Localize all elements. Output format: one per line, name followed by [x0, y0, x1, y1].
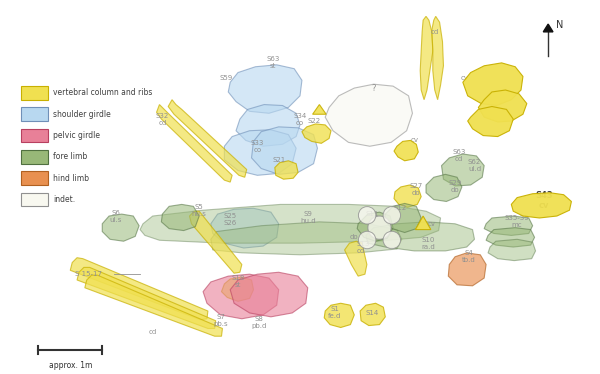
Polygon shape: [70, 258, 208, 320]
Text: S7
pb.s: S7 pb.s: [213, 314, 228, 327]
Bar: [21, 107, 48, 121]
Polygon shape: [224, 130, 296, 175]
Text: S25
S26: S25 S26: [224, 214, 237, 226]
Polygon shape: [344, 241, 367, 276]
Polygon shape: [302, 124, 331, 143]
Text: S32
cd: S32 cd: [156, 113, 169, 126]
Text: S34
co: S34 co: [293, 113, 307, 126]
Text: cd: cd: [431, 29, 439, 35]
Text: S10
ra.d: S10 ra.d: [421, 237, 435, 250]
Text: shoulder girdle: shoulder girdle: [53, 110, 110, 119]
Text: S29
do: S29 do: [448, 180, 462, 193]
Bar: [21, 129, 48, 142]
Bar: [21, 86, 48, 100]
Text: S63
cd: S63 cd: [452, 150, 466, 162]
Polygon shape: [211, 222, 402, 255]
Polygon shape: [157, 105, 232, 182]
Polygon shape: [168, 100, 247, 177]
Polygon shape: [448, 253, 486, 286]
Text: indet.: indet.: [53, 195, 75, 204]
Polygon shape: [190, 211, 242, 273]
Polygon shape: [275, 161, 298, 179]
Polygon shape: [85, 275, 223, 336]
Polygon shape: [484, 216, 533, 235]
Text: hind limb: hind limb: [53, 174, 89, 183]
Text: vertebral column and ribs: vertebral column and ribs: [53, 88, 152, 97]
Polygon shape: [203, 274, 278, 319]
Text: do: do: [350, 234, 359, 240]
Circle shape: [358, 231, 376, 249]
Bar: [21, 171, 48, 185]
Polygon shape: [211, 208, 278, 248]
Circle shape: [368, 216, 391, 239]
Polygon shape: [161, 205, 199, 230]
Text: S11: S11: [365, 211, 379, 217]
Text: S6
ul.s: S6 ul.s: [110, 209, 122, 223]
Text: ?: ?: [371, 83, 376, 93]
Polygon shape: [467, 107, 513, 137]
Polygon shape: [251, 127, 317, 174]
Polygon shape: [360, 303, 385, 325]
Polygon shape: [478, 90, 527, 122]
Text: S18
st: S18 st: [231, 275, 245, 288]
Text: S33
co: S33 co: [251, 140, 264, 153]
Text: S1
fe.d: S1 fe.d: [328, 306, 341, 319]
Polygon shape: [221, 277, 253, 301]
Polygon shape: [313, 105, 326, 114]
Text: S27
do: S27 do: [410, 183, 423, 196]
Text: S35-39
mc: S35-39 mc: [505, 215, 530, 229]
Bar: [21, 193, 48, 206]
Circle shape: [383, 231, 401, 249]
Text: S4
tb.d: S4 tb.d: [462, 250, 476, 263]
Polygon shape: [463, 63, 523, 105]
Text: approx. 1m: approx. 1m: [49, 361, 92, 370]
Text: cv: cv: [410, 137, 418, 143]
Text: S43
cv: S43 cv: [535, 191, 553, 210]
Polygon shape: [236, 105, 300, 146]
Circle shape: [358, 206, 376, 224]
Polygon shape: [228, 65, 302, 113]
Polygon shape: [394, 185, 421, 207]
Text: S59: S59: [220, 76, 233, 82]
Polygon shape: [543, 24, 553, 32]
Circle shape: [383, 206, 401, 224]
Polygon shape: [357, 212, 393, 241]
Text: S21: S21: [272, 157, 286, 163]
Text: cd: cd: [149, 329, 157, 335]
Text: S5
hu.s: S5 hu.s: [192, 204, 206, 217]
Text: S63
st: S63 st: [266, 56, 280, 69]
Polygon shape: [488, 239, 536, 261]
Text: S12: S12: [393, 205, 406, 211]
Text: S22: S22: [308, 118, 321, 124]
Polygon shape: [324, 303, 354, 328]
Text: S14: S14: [365, 310, 379, 316]
Polygon shape: [102, 214, 139, 241]
Polygon shape: [394, 140, 418, 161]
Text: S62
ul.d: S62 ul.d: [468, 159, 481, 172]
Text: S13
cd: S13 cd: [356, 240, 370, 254]
Polygon shape: [325, 84, 412, 146]
Polygon shape: [511, 193, 571, 218]
Text: cv: cv: [461, 76, 469, 82]
Text: S9
hu.d: S9 hu.d: [300, 211, 316, 224]
Text: N: N: [556, 20, 563, 30]
Polygon shape: [140, 205, 440, 243]
Polygon shape: [426, 174, 462, 202]
Polygon shape: [77, 267, 215, 328]
Polygon shape: [385, 203, 421, 233]
Bar: [21, 150, 48, 164]
Polygon shape: [486, 228, 535, 247]
Polygon shape: [442, 154, 484, 186]
Polygon shape: [432, 16, 443, 100]
Text: S 15-17: S 15-17: [75, 271, 102, 277]
Polygon shape: [415, 216, 431, 230]
Text: S8
pb.d: S8 pb.d: [251, 316, 267, 329]
Text: pelvic girdle: pelvic girdle: [53, 131, 100, 140]
Text: cv: cv: [428, 221, 436, 227]
Polygon shape: [230, 272, 308, 317]
Polygon shape: [366, 222, 475, 251]
Text: fore limb: fore limb: [53, 152, 87, 162]
Polygon shape: [420, 16, 433, 100]
